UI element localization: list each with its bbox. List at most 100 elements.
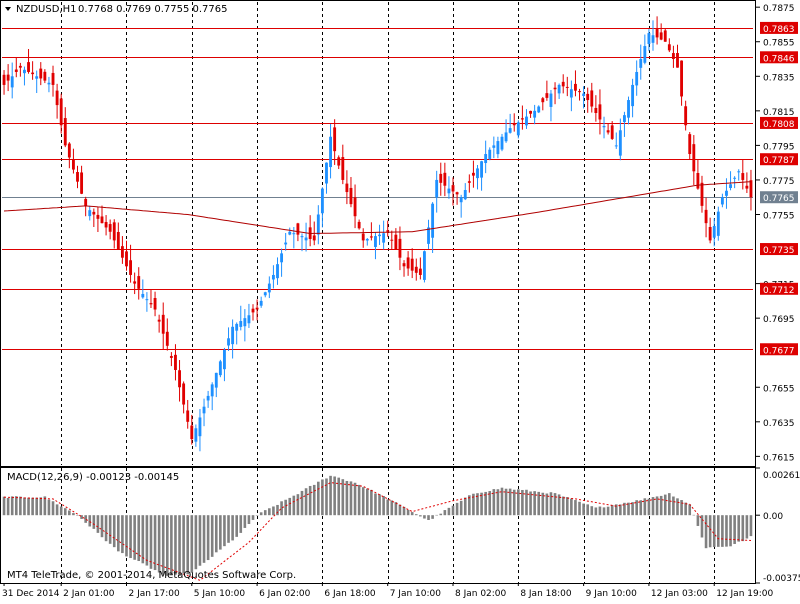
candle [647, 29, 651, 51]
candle [100, 205, 104, 224]
macd-bar [496, 489, 500, 516]
macd-bar [745, 515, 749, 539]
macd-bar [610, 505, 614, 516]
candle-body [455, 192, 459, 195]
candle-body [471, 172, 475, 176]
candle [92, 208, 96, 227]
time-tick-label: 9 Jan 10:00 [586, 589, 638, 599]
candle-body [443, 172, 447, 186]
candle [280, 248, 284, 277]
candle [6, 64, 10, 92]
candle-body [214, 372, 218, 388]
candle-body [120, 246, 124, 258]
macd-bar [296, 494, 300, 516]
candle [374, 232, 377, 260]
candle [198, 409, 202, 452]
candle [345, 170, 349, 205]
candle [378, 224, 381, 245]
candle-body [427, 227, 430, 244]
candle-body [688, 134, 692, 155]
candle-body [386, 230, 390, 232]
candle-body [84, 198, 88, 206]
candle-body [586, 93, 590, 101]
candle [108, 219, 112, 240]
chart-frame [0, 0, 756, 584]
macd-bar [578, 501, 581, 516]
candle [451, 177, 455, 206]
macd-bar [394, 502, 398, 516]
candle-body [125, 251, 128, 267]
macd-bar [725, 515, 728, 547]
macd-bar [378, 494, 381, 516]
candle-body [227, 338, 230, 346]
candle [288, 227, 292, 236]
collapse-triangle-icon[interactable] [5, 7, 11, 11]
candle [688, 132, 692, 160]
macd-histogram [2, 475, 753, 576]
candle [202, 398, 206, 427]
candle-body [145, 299, 149, 301]
candle [455, 191, 459, 205]
candle [178, 360, 181, 402]
macd-bar [749, 515, 753, 537]
macd-panel-frame [0, 467, 756, 584]
macd-bar [251, 515, 255, 520]
candle [186, 399, 190, 429]
macd-bar [321, 479, 324, 516]
price-tick-label: 0.7615 [763, 453, 795, 463]
macd-bar [210, 515, 214, 557]
macd-bar [741, 515, 745, 542]
candle [218, 359, 222, 378]
macd-bar [414, 514, 418, 516]
macd-bar [19, 496, 22, 516]
macd-bar [557, 494, 561, 516]
macd-bar [312, 484, 316, 516]
candle-body [541, 98, 545, 103]
candle [194, 424, 198, 447]
candle-body [198, 417, 202, 437]
candle-body [67, 143, 71, 158]
time-tick-label: 31 Dec 2014 [2, 589, 60, 599]
candle-body [296, 223, 300, 235]
candle [557, 83, 561, 99]
vertical-gridlines [61, 2, 715, 583]
time-tick-label: 8 Jan 18:00 [520, 589, 572, 599]
candle [618, 118, 622, 161]
macd-bar [643, 498, 647, 516]
candle-body [516, 122, 520, 136]
candle-body [696, 172, 700, 189]
candle [157, 314, 161, 333]
macd-bar [427, 515, 430, 521]
candle-body [459, 197, 463, 203]
macd-bar [553, 493, 557, 516]
candle-body [129, 260, 132, 275]
candle-body [712, 226, 716, 238]
candle [51, 65, 55, 97]
candle [712, 218, 716, 247]
macd-bar [133, 515, 136, 560]
candle-body [31, 72, 35, 75]
macd-bar [704, 515, 708, 549]
candle [2, 70, 6, 95]
candle-body [700, 182, 704, 206]
candle-body [161, 314, 165, 334]
macd-bar [627, 502, 630, 516]
candle-body [80, 172, 84, 194]
horizontal-level-lines[interactable] [2, 28, 753, 350]
macd-bar [6, 497, 10, 516]
candle [439, 162, 443, 196]
candle [239, 305, 243, 331]
candle-body [280, 253, 284, 263]
candle-body [300, 236, 304, 238]
macd-bar [255, 515, 259, 516]
macd-bar [198, 515, 202, 566]
candle [627, 96, 630, 125]
candle-body [741, 173, 745, 180]
macd-bar [276, 504, 279, 516]
candle [259, 296, 263, 308]
candle [365, 237, 369, 246]
candle [639, 44, 643, 80]
time-axis[interactable]: 31 Dec 2014 2 Jan 01:00 2 Jan 17:00 5 Jan 1… [2, 583, 773, 599]
